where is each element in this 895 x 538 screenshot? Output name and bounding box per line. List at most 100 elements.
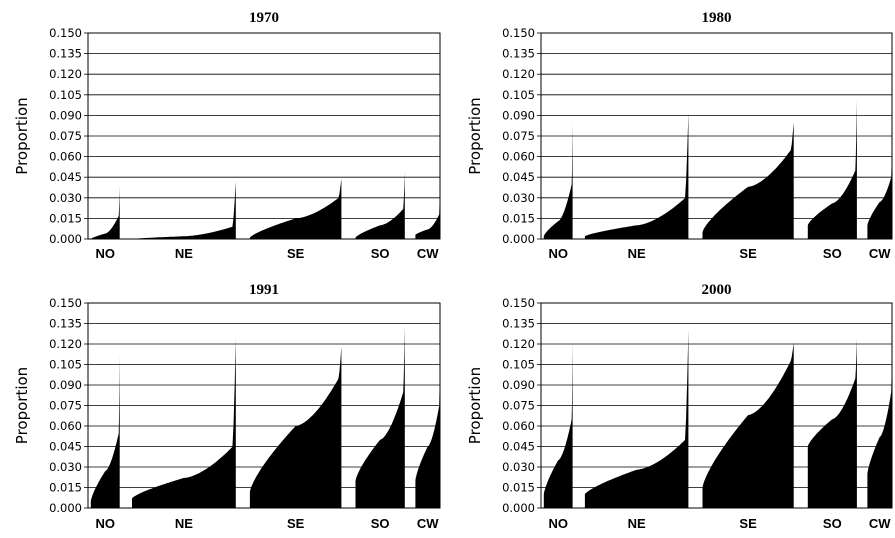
x-region-label: SE [287,516,305,531]
x-region-label: NE [175,516,193,531]
y-tick-label: 0.060 [502,150,535,164]
region-area-so [355,326,405,508]
x-region-label: NO [548,246,568,261]
region-area-se [249,346,342,508]
y-tick-label: 0.075 [49,399,82,413]
y-tick-label: 0.000 [502,501,535,515]
chart-title: 1991 [249,282,279,298]
region-area-ne [584,330,689,508]
y-tick-label: 0.150 [49,296,82,310]
plot-frame [87,302,441,509]
x-region-label: SE [739,246,757,261]
y-tick-label: 0.000 [49,232,82,246]
y-tick-label: 0.060 [502,419,535,433]
y-tick-label: 0.075 [49,129,82,143]
y-tick-label: 0.060 [49,419,82,433]
x-region-label: CW [869,516,891,531]
y-axis-label: Proportion [13,367,31,444]
region-area-cw [415,327,440,508]
x-region-label: SE [739,516,757,531]
y-tick-label: 0.060 [49,150,82,164]
region-area-no [543,341,573,508]
x-region-label: SO [823,516,842,531]
chart-panel-1970: 1970 Proportion 0.000 0.015 0.030 0.045 0.060 0… [13,10,441,261]
y-tick-label: 0.075 [502,129,535,143]
region-area-no [90,354,120,508]
x-region-label: NO [548,516,568,531]
y-tick-label: 0.135 [49,317,82,331]
y-axis-label: Proportion [13,97,31,174]
chart-panel-1980: 1980 Proportion 0.000 0.015 0.030 0.045 0.060 0… [466,10,893,261]
y-tick-label: 0.045 [49,170,82,184]
region-area-no [90,186,120,239]
y-tick-label: 0.090 [502,378,535,392]
y-tick-label: 0.150 [502,26,535,40]
y-tick-label: 0.150 [502,296,535,310]
y-tick-label: 0.135 [49,47,82,61]
region-area-se [249,178,342,239]
x-region-label: SO [823,246,842,261]
y-tick-label: 0.135 [502,317,535,331]
region-area-so [807,338,857,508]
plot-frame [540,302,893,509]
y-tick-label: 0.090 [502,108,535,122]
region-area-se [702,342,794,508]
x-region-label: SO [371,516,390,531]
y-tick-label: 0.120 [49,67,82,81]
y-tick-label: 0.030 [502,460,535,474]
x-region-label: NE [175,246,193,261]
y-tick-label: 0.105 [49,88,82,102]
region-area-ne [132,338,236,508]
y-tick-label: 0.000 [49,501,82,515]
chart-panel-2000: 2000 Proportion 0.000 0.015 0.030 0.045 0.060 0… [466,282,893,531]
x-region-label: NE [628,246,646,261]
y-tick-label: 0.030 [49,191,82,205]
y-tick-label: 0.150 [49,26,82,40]
region-area-no [543,123,573,239]
y-tick-label: 0.015 [49,481,82,495]
region-area-so [355,171,405,239]
y-axis-label: Proportion [466,97,484,174]
region-area-so [807,100,857,239]
y-tick-label: 0.030 [502,191,535,205]
y-tick-label: 0.105 [502,358,535,372]
y-tick-label: 0.075 [502,399,535,413]
y-tick-label: 0.015 [49,211,82,225]
x-region-label: CW [869,246,891,261]
x-region-label: SO [371,246,390,261]
y-tick-label: 0.045 [502,440,535,454]
y-axis-label: Proportion [466,367,484,444]
y-tick-label: 0.105 [49,358,82,372]
y-tick-label: 0.135 [502,47,535,61]
y-tick-label: 0.090 [49,108,82,122]
x-region-label: SE [287,246,305,261]
plot-frame [540,32,893,240]
region-area-cw [867,320,892,508]
chart-title: 1980 [702,10,732,26]
y-tick-label: 0.015 [502,211,535,225]
region-area-cw [415,164,440,239]
y-tick-label: 0.015 [502,481,535,495]
y-tick-label: 0.000 [502,232,535,246]
y-tick-label: 0.120 [502,337,535,351]
chart-panel-1991: 1991 Proportion 0.000 0.015 0.030 0.045 0.060 0… [13,282,441,531]
chart-title: 2000 [702,282,732,298]
y-tick-label: 0.120 [49,337,82,351]
region-area-ne [132,181,236,239]
x-region-label: CW [417,246,439,261]
x-region-label: NE [628,516,646,531]
region-area-cw [867,122,892,239]
x-region-label: NO [95,516,115,531]
y-tick-label: 0.090 [49,378,82,392]
y-tick-label: 0.105 [502,88,535,102]
y-tick-label: 0.030 [49,460,82,474]
y-tick-label: 0.120 [502,67,535,81]
x-region-label: NO [95,246,115,261]
x-region-label: CW [417,516,439,531]
y-tick-label: 0.045 [49,440,82,454]
chart-title: 1970 [249,10,279,26]
region-area-se [702,122,794,239]
plot-frame [87,32,441,240]
y-tick-label: 0.045 [502,170,535,184]
